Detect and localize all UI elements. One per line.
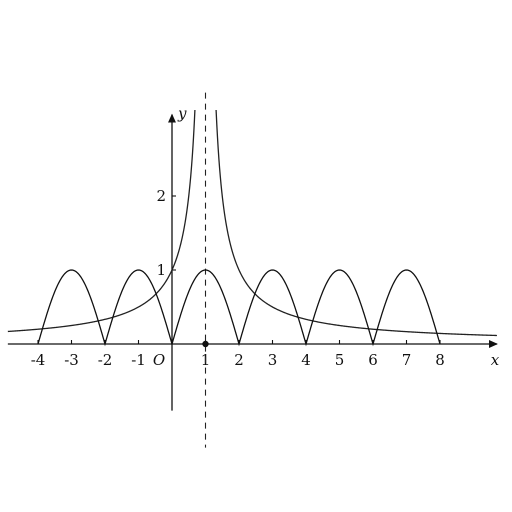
x-tick-label: -4 <box>31 351 46 369</box>
axes: x y O <box>7 105 500 411</box>
origin-label: O <box>153 351 165 369</box>
y-ticks: 12 <box>156 187 176 279</box>
marked-point <box>202 340 209 348</box>
x-tick-label: -2 <box>98 351 113 369</box>
x-tick-label: 5 <box>335 351 345 369</box>
x-tick-label: -3 <box>64 351 79 369</box>
x-tick-label: 3 <box>268 351 278 369</box>
y-tick-label: 2 <box>156 187 166 205</box>
y-axis-label: y <box>177 105 187 123</box>
x-tick-label: 4 <box>301 351 311 369</box>
x-tick-label: 7 <box>402 351 412 369</box>
x-tick-label: -1 <box>131 351 146 369</box>
x-tick-label: 8 <box>435 351 445 369</box>
y-tick-label: 1 <box>156 261 166 279</box>
x-axis-label: x <box>491 351 500 369</box>
series-reciprocal-curve <box>7 109 497 337</box>
x-tick-label: 2 <box>234 351 244 369</box>
x-tick-label: 6 <box>368 351 378 369</box>
series-sine-arcs <box>37 269 441 347</box>
